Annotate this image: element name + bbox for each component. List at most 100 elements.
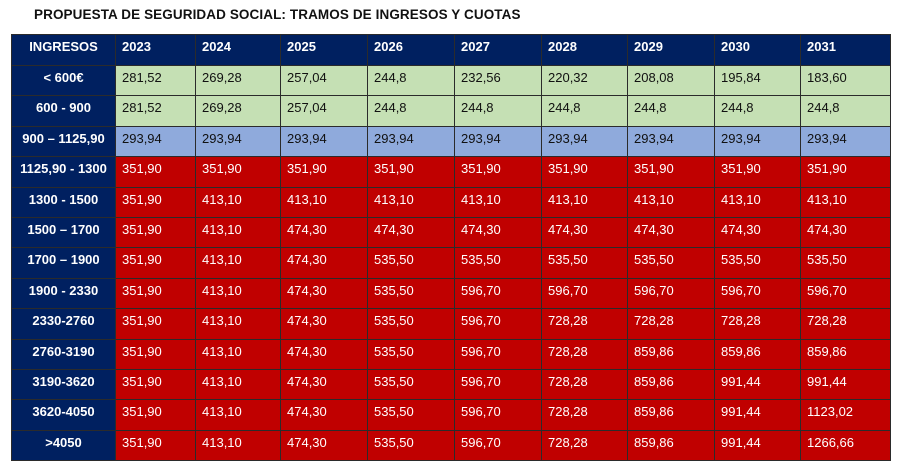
contribution-cell: 535,50 [367,308,455,340]
contribution-cell: 351,90 [115,216,196,249]
contribution-cell: 269,28 [195,95,281,127]
contribution-cell: 208,08 [627,64,715,97]
income-bracket-label: 900 – 1125,90 [11,125,116,158]
contribution-cell: 281,52 [115,64,196,97]
contribution-cell: 293,94 [541,125,628,158]
contribution-cell: 859,86 [714,338,801,370]
contribution-cell: 991,44 [714,399,801,431]
contribution-cell: 474,30 [800,216,891,249]
contribution-cell: 728,28 [541,368,628,401]
contribution-cell: 991,44 [714,368,801,401]
contribution-cell: 220,32 [541,64,628,97]
contribution-cell: 728,28 [627,308,715,340]
contribution-cell: 535,50 [714,247,801,279]
page-title: PROPUESTA DE SEGURIDAD SOCIAL: TRAMOS DE… [34,7,521,22]
contribution-cell: 535,50 [627,247,715,279]
contribution-cell: 269,28 [195,64,281,97]
contribution-cell: 535,50 [367,338,455,370]
contribution-cell: 293,94 [280,125,368,158]
contribution-cell: 535,50 [367,247,455,279]
table-row: 2330-2760 351,90 413,10 474,30 535,50 596,70 7… [11,308,891,340]
income-bracket-label: < 600€ [11,64,116,97]
contribution-cell: 474,30 [280,399,368,431]
income-bracket-label: 2330-2760 [11,308,116,340]
contribution-cell: 413,10 [714,186,801,218]
contribution-cell: 474,30 [280,338,368,370]
contribution-cell: 728,28 [541,308,628,340]
contribution-cell: 474,30 [280,429,368,462]
contributions-table: INGRESOS 2023 2024 2025 2026 2027 2028 2029 203… [11,34,891,462]
contribution-cell: 474,30 [627,216,715,249]
header-year: 2029 [627,34,715,66]
contribution-cell: 991,44 [800,368,891,401]
contribution-cell: 474,30 [280,216,368,249]
contribution-cell: 195,84 [714,64,801,97]
header-year: 2030 [714,34,801,66]
contribution-cell: 535,50 [541,247,628,279]
contribution-cell: 281,52 [115,95,196,127]
income-bracket-label: >4050 [11,429,116,462]
income-bracket-label: 3620-4050 [11,399,116,431]
header-year: 2023 [115,34,196,66]
contribution-cell: 351,90 [115,156,196,188]
contribution-cell: 991,44 [714,429,801,462]
contribution-cell: 596,70 [541,277,628,310]
contribution-cell: 351,90 [115,308,196,340]
contribution-cell: 257,04 [280,64,368,97]
contribution-cell: 293,94 [800,125,891,158]
contribution-cell: 244,8 [454,95,542,127]
contribution-cell: 244,8 [367,95,455,127]
contribution-cell: 244,8 [627,95,715,127]
contribution-cell: 351,90 [541,156,628,188]
contribution-cell: 413,10 [195,277,281,310]
contribution-cell: 257,04 [280,95,368,127]
contribution-cell: 596,70 [454,429,542,462]
contribution-cell: 413,10 [367,186,455,218]
contribution-cell: 474,30 [280,308,368,340]
contribution-cell: 413,10 [195,368,281,401]
contribution-cell: 596,70 [627,277,715,310]
contribution-cell: 293,94 [367,125,455,158]
contribution-cell: 293,94 [115,125,196,158]
contribution-cell: 596,70 [454,277,542,310]
contribution-cell: 596,70 [800,277,891,310]
contribution-cell: 1123,02 [800,399,891,431]
contribution-cell: 596,70 [454,338,542,370]
contribution-cell: 859,86 [627,399,715,431]
contribution-cell: 474,30 [280,277,368,310]
contribution-cell: 351,90 [714,156,801,188]
header-year: 2028 [541,34,628,66]
contribution-cell: 293,94 [454,125,542,158]
contribution-cell: 535,50 [367,429,455,462]
contribution-cell: 413,10 [541,186,628,218]
contribution-cell: 728,28 [714,308,801,340]
table-row: 1300 - 1500 351,90 413,10 413,10 413,10 413,1… [11,186,891,218]
contribution-cell: 244,8 [367,64,455,97]
contribution-cell: 596,70 [714,277,801,310]
contribution-cell: 293,94 [714,125,801,158]
contribution-cell: 413,10 [195,399,281,431]
contribution-cell: 351,90 [195,156,281,188]
table-row: >4050 351,90 413,10 474,30 535,50 596,70 728,2… [11,429,891,462]
contribution-cell: 474,30 [280,247,368,279]
contribution-cell: 596,70 [454,308,542,340]
contribution-cell: 413,10 [195,338,281,370]
table-row: 900 – 1125,90 293,94 293,94 293,94 293,94 293… [11,125,891,158]
contribution-cell: 474,30 [454,216,542,249]
table-row: 1125,90 - 1300 351,90 351,90 351,90 351,90 35… [11,156,891,188]
contribution-cell: 413,10 [280,186,368,218]
contribution-cell: 535,50 [367,368,455,401]
contribution-cell: 351,90 [627,156,715,188]
income-bracket-label: 1300 - 1500 [11,186,116,218]
table-row: 3620-4050 351,90 413,10 474,30 535,50 596,70 7… [11,399,891,431]
contribution-cell: 351,90 [115,186,196,218]
income-bracket-label: 600 - 900 [11,95,116,127]
income-bracket-label: 1125,90 - 1300 [11,156,116,188]
contribution-cell: 859,86 [627,368,715,401]
contribution-cell: 351,90 [115,277,196,310]
contribution-cell: 535,50 [800,247,891,279]
contribution-cell: 728,28 [541,429,628,462]
contribution-cell: 293,94 [195,125,281,158]
contribution-cell: 351,90 [115,399,196,431]
income-bracket-label: 1500 – 1700 [11,216,116,249]
